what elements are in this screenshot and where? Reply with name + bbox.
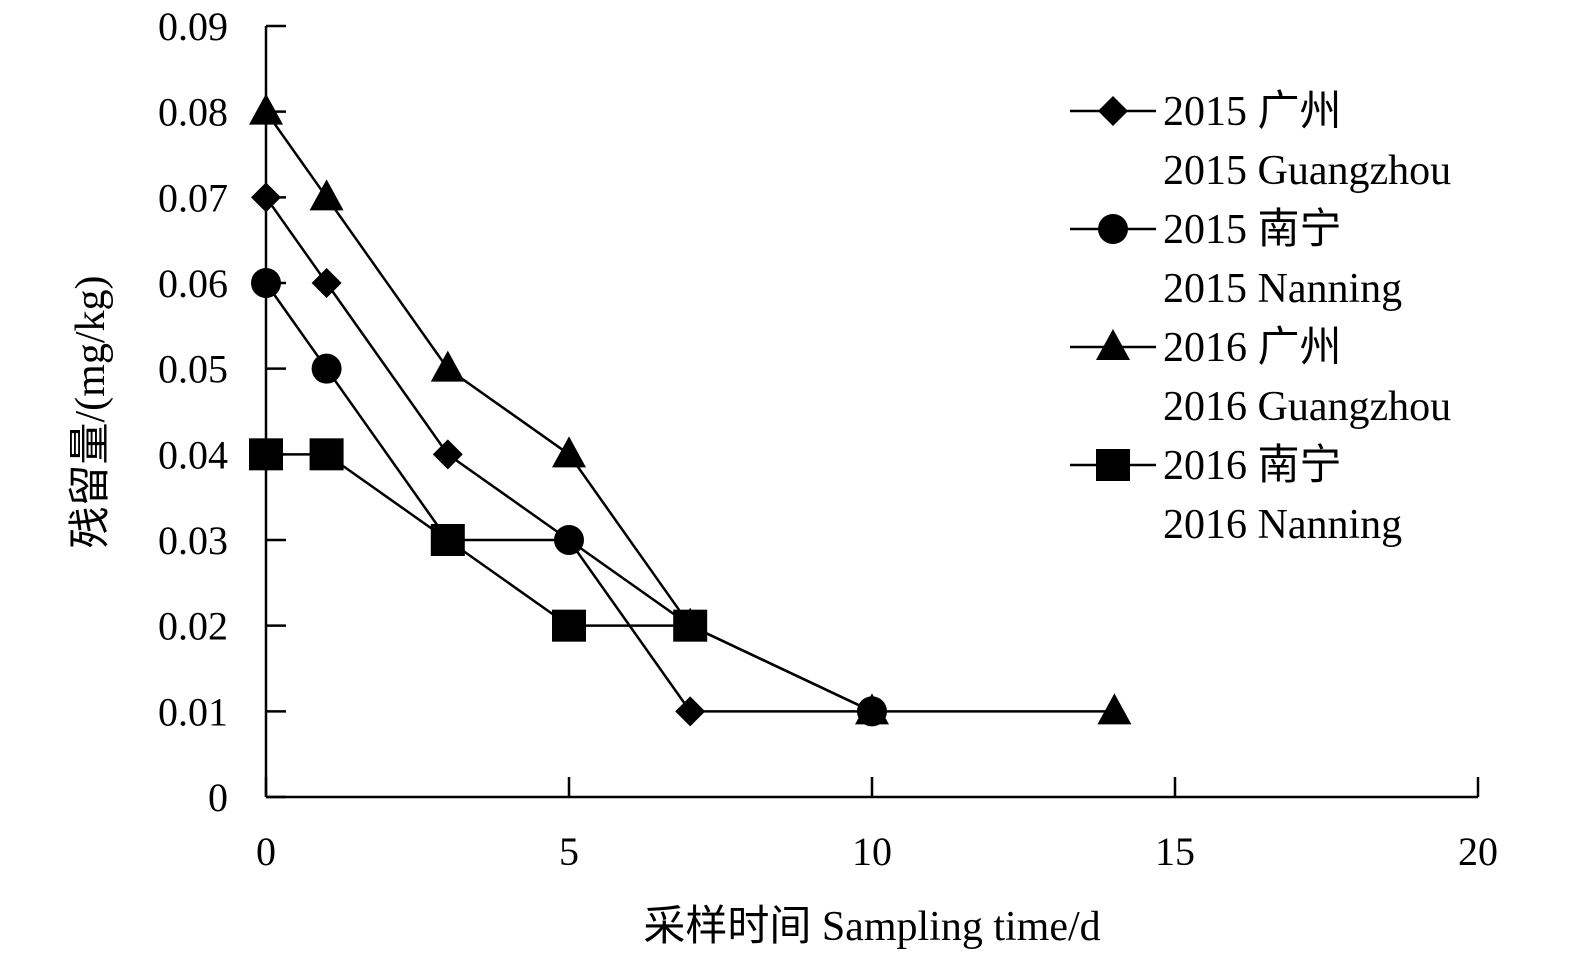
x-tick-label: 0 — [256, 829, 276, 874]
y-tick-label: 0.07 — [158, 175, 228, 220]
data-point — [552, 609, 586, 642]
legend: 2015 广州 2015 Guangzhou 2015 南宁 2015 Nanning… — [1070, 89, 1451, 548]
legend-label-cn: 2016 广州 — [1163, 325, 1342, 371]
x-tick-label: 15 — [1155, 829, 1195, 874]
series-3 — [249, 438, 708, 642]
legend-label-en: 2015 Guangzhou — [1163, 148, 1451, 194]
axes: 0 0.01 0.02 0.03 0.04 0.05 0.06 0.07 0.08 0.09 0 5 1… — [158, 4, 1498, 874]
legend-label-cn: 2015 南宁 — [1163, 207, 1342, 253]
y-tick-label: 0.08 — [158, 90, 228, 135]
legend-entry-3: 2016 南宁 2016 Nanning — [1070, 443, 1402, 548]
data-point — [251, 182, 281, 213]
data-point — [430, 350, 465, 382]
legend-marker — [1098, 214, 1128, 244]
x-axis-title: 采样时间 Sampling time/d — [643, 904, 1100, 950]
data-point — [855, 693, 889, 725]
data-point — [251, 268, 281, 298]
y-tick-label: 0.02 — [158, 604, 228, 649]
legend-label-en: 2016 Guangzhou — [1163, 384, 1451, 430]
y-tick-label: 0 — [208, 775, 228, 820]
x-tick-label: 20 — [1458, 829, 1498, 874]
data-point — [673, 609, 708, 642]
y-tick-label: 0.03 — [158, 518, 228, 563]
data-point — [309, 179, 344, 211]
data-point — [432, 439, 463, 470]
legend-entry-0: 2015 广州 2015 Guangzhou — [1070, 89, 1451, 194]
legend-label-en: 2016 Nanning — [1163, 502, 1402, 548]
data-point — [554, 525, 584, 555]
data-point — [1097, 693, 1132, 725]
data-point — [309, 438, 344, 471]
data-point — [552, 436, 586, 468]
y-tick-label: 0.05 — [158, 347, 228, 392]
legend-label-cn: 2016 南宁 — [1163, 443, 1342, 489]
legend-marker — [1096, 329, 1130, 360]
legend-label-en: 2015 Nanning — [1163, 266, 1402, 312]
y-tick-label: 0.09 — [158, 4, 228, 49]
series-layer — [249, 93, 1132, 727]
y-tick-label: 0.06 — [158, 261, 228, 306]
data-point — [311, 268, 342, 298]
data-point — [311, 353, 342, 384]
legend-marker — [1098, 96, 1128, 126]
data-point — [675, 696, 706, 727]
y-tick-label: 0.01 — [158, 689, 228, 734]
series-1 — [251, 268, 887, 727]
legend-label-cn: 2015 广州 — [1163, 89, 1342, 135]
x-tick-label: 5 — [559, 829, 579, 874]
data-point — [249, 93, 283, 125]
data-point — [430, 524, 465, 556]
legend-marker — [1096, 449, 1130, 481]
series-line — [264, 282, 873, 713]
series-line — [264, 196, 872, 713]
x-tick-label: 10 — [852, 829, 892, 874]
legend-entry-1: 2015 南宁 2015 Nanning — [1070, 207, 1402, 312]
legend-entry-2: 2016 广州 2016 Guangzhou — [1070, 325, 1451, 430]
y-axis-title: 残留量/(mg/kg) — [68, 276, 114, 549]
data-point — [249, 438, 283, 471]
y-tick-label: 0.04 — [158, 432, 228, 477]
